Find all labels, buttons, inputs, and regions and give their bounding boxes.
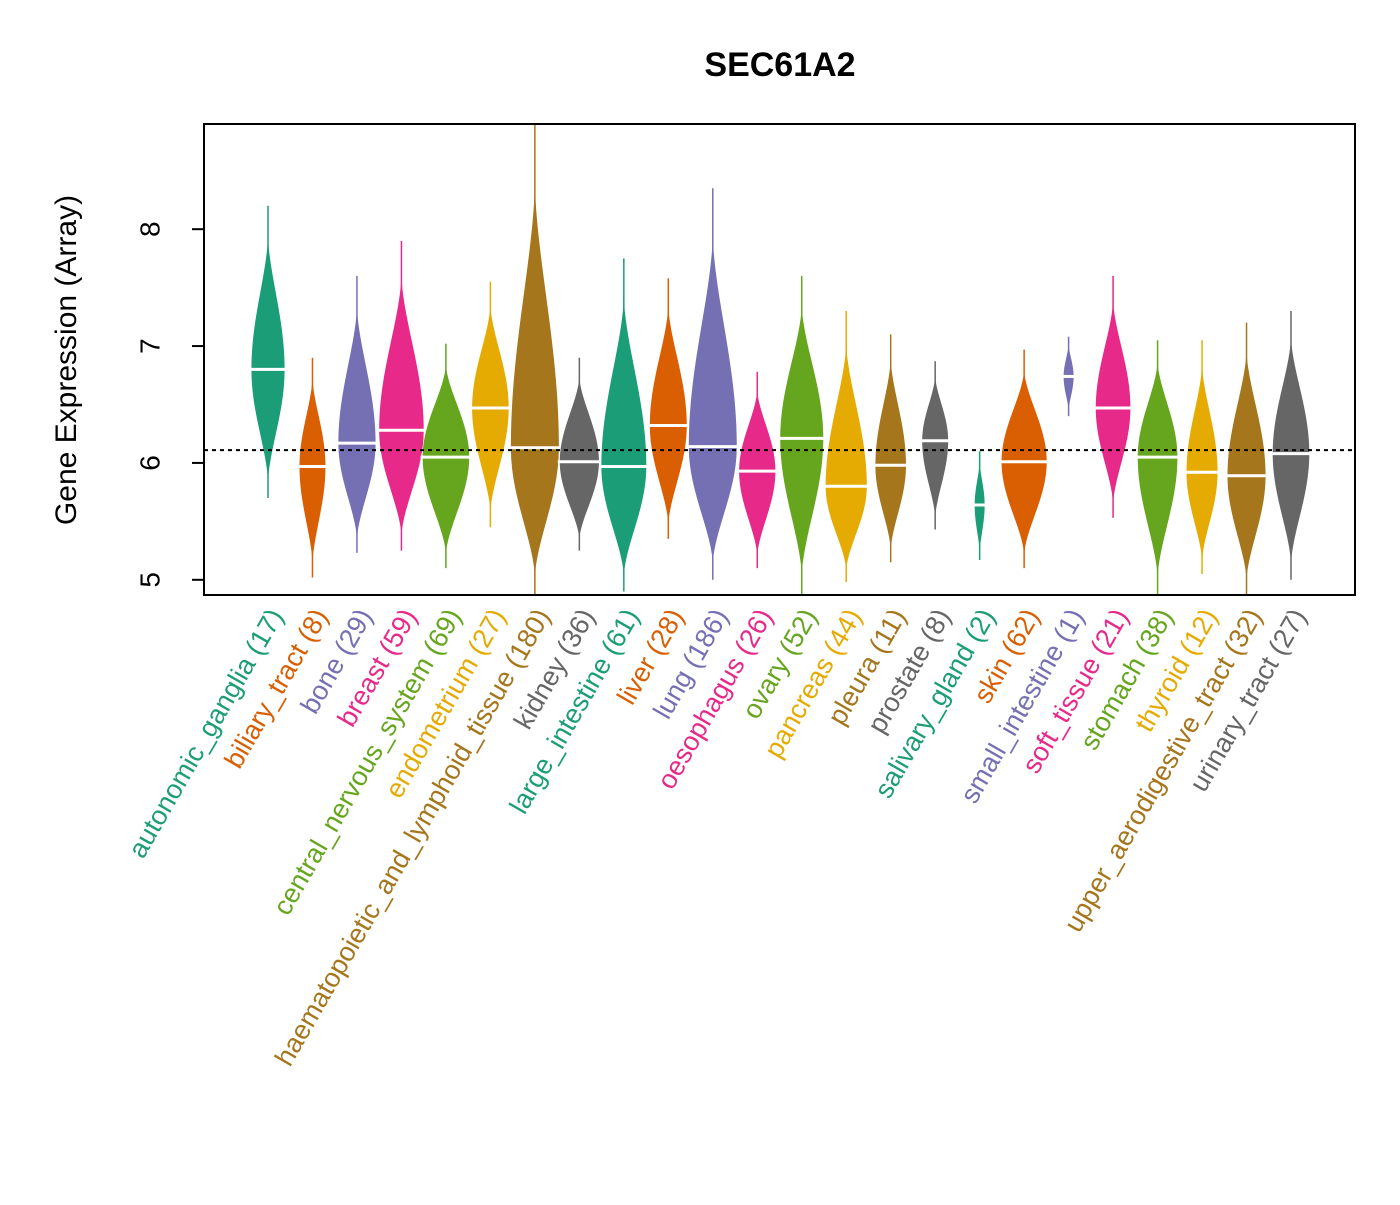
bean-density [510,182,559,578]
bean-soft_tissue [1093,275,1133,518]
y-tick-label: 7 [134,338,165,354]
bean-pleura [873,334,909,563]
bean-kidney [557,357,601,551]
y-tick-label: 6 [134,455,165,471]
bean-density [974,460,985,554]
bean-lung [686,188,739,580]
bean-density [875,357,906,551]
bean-ovary [778,275,826,595]
bean-bone [336,275,378,553]
bean-large_intestine [599,258,649,592]
bean-thyroid [1184,340,1220,574]
bean-prostate [920,361,951,530]
bean-density [559,376,599,540]
plot-frame [203,123,1356,596]
bean-density [688,234,737,564]
bean-density [379,274,424,537]
bean-density [780,305,824,577]
bean-upper_aerodigestive_tract [1225,322,1268,595]
bean-endometrium [470,281,511,528]
bean-density [338,306,376,540]
bean-density [739,389,776,557]
bean-density [299,377,326,565]
bean-central_nervous_system [420,343,472,569]
bean-skin [999,349,1049,569]
bean-density [1227,350,1266,581]
bean-oesophagus [737,371,778,569]
bean-haematopoietic_and_lymphoid_tissue [508,124,561,595]
bean-urinary_tract [1270,310,1312,580]
bean-density [1272,336,1310,565]
bean-density [825,342,867,571]
bean-density [922,375,949,519]
chart-title: SEC61A2 [704,46,855,84]
bean-density [649,304,687,526]
bean-stomach [1135,340,1180,595]
bean-density [422,364,470,555]
bean-density [1186,363,1218,562]
bean-density [1137,361,1178,579]
bean-density [601,295,647,577]
y-axis-label: Gene Expression (Array) [50,195,83,525]
bean-liver [647,278,689,539]
bean-biliary_tract [297,357,328,578]
bean-pancreas [823,310,869,583]
bean-density [1095,299,1131,505]
bean-breast [377,240,426,551]
bean-small_intestine [1061,336,1076,417]
y-tick-label: 5 [134,572,165,588]
bean-autonomic_ganglia [249,205,287,498]
bean-density [251,235,285,483]
bean-salivary_gland [972,451,987,560]
y-tick-label: 8 [134,221,165,237]
